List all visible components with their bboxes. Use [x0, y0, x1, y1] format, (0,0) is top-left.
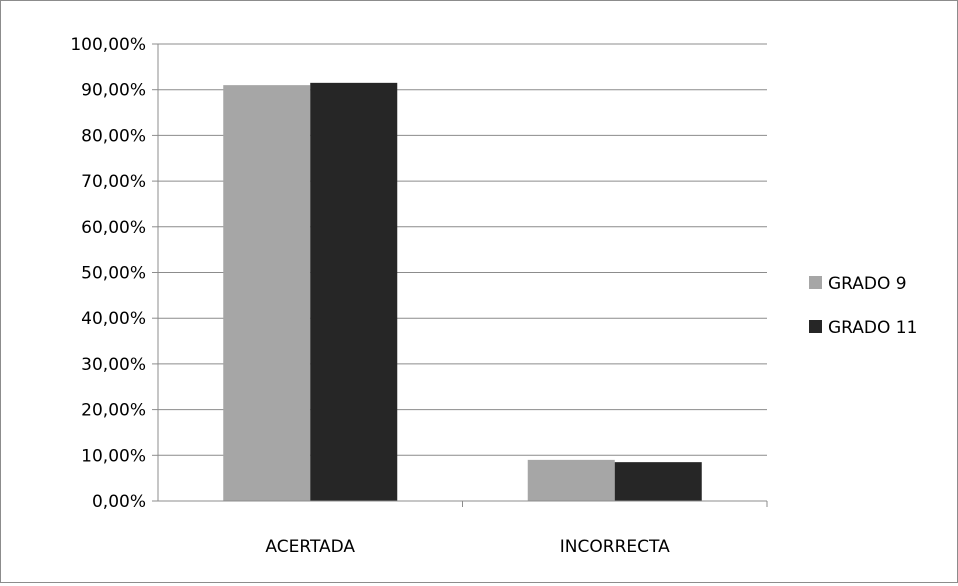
x-tick-label: INCORRECTA	[560, 537, 670, 557]
legend: GRADO 9 GRADO 11	[809, 274, 917, 338]
y-axis-ticks: 0,00% 10,00% 20,00% 30,00% 40,00% 50,00% 60,00…	[70, 35, 146, 512]
legend-label: GRADO 9	[828, 274, 907, 294]
bar-grado-11-acertada	[310, 82, 398, 501]
legend-label: GRADO 11	[828, 318, 917, 338]
y-tick-label: 100,00%	[70, 35, 146, 55]
axes	[152, 43, 768, 507]
y-tick-label: 20,00%	[81, 401, 146, 421]
bar-grado-9-incorrecta	[527, 459, 615, 501]
y-tick-label: 70,00%	[81, 172, 146, 192]
y-tick-label: 40,00%	[81, 309, 146, 329]
y-tick-label: 60,00%	[81, 218, 146, 238]
x-tick-label: ACERTADA	[265, 537, 355, 557]
y-tick-label: 0,00%	[92, 492, 146, 512]
legend-swatch	[809, 276, 822, 289]
bar-grado-9-acertada	[223, 85, 311, 501]
bars	[223, 82, 702, 501]
y-tick-label: 50,00%	[81, 264, 146, 284]
bar-grado-11-incorrecta	[614, 462, 702, 501]
legend-swatch	[809, 320, 822, 333]
y-tick-label: 80,00%	[81, 126, 146, 146]
y-tick-label: 10,00%	[81, 446, 146, 466]
y-tick-label: 90,00%	[81, 81, 146, 101]
x-axis-ticks: ACERTADA INCORRECTA	[265, 537, 670, 557]
y-tick-label: 30,00%	[81, 355, 146, 375]
